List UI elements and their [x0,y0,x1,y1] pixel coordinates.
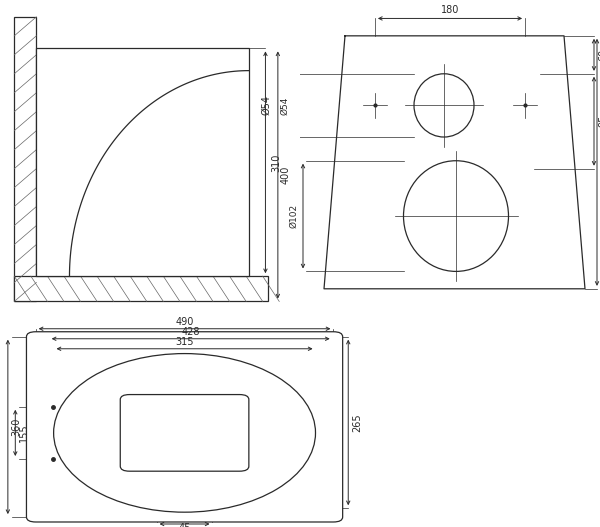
Text: 428: 428 [181,327,200,337]
Text: Ø102: Ø102 [290,204,299,228]
Text: 315: 315 [175,337,194,347]
Bar [14,276,268,301]
Bar [14,17,37,301]
Text: 60: 60 [599,48,600,61]
Text: 155: 155 [19,424,29,442]
Text: 265: 265 [352,413,362,432]
Text: 400: 400 [281,166,290,184]
Text: 45: 45 [178,523,191,527]
Bar [37,48,249,276]
Polygon shape [324,36,585,289]
Text: Ø54: Ø54 [261,95,271,115]
Text: 180: 180 [441,5,459,15]
Text: 95: 95 [599,115,600,128]
Text: 360: 360 [11,418,22,436]
Ellipse shape [53,354,316,512]
Text: 490: 490 [175,317,194,327]
Text: 310: 310 [271,153,281,171]
Text: Ø54: Ø54 [281,96,290,114]
FancyBboxPatch shape [120,395,249,471]
FancyBboxPatch shape [26,332,343,522]
